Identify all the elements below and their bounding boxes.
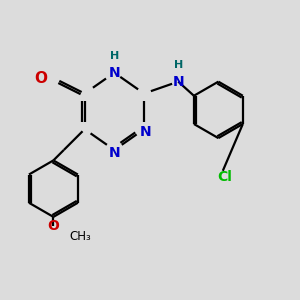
Text: H: H xyxy=(174,60,183,70)
Text: N: N xyxy=(109,66,120,80)
Text: Cl: Cl xyxy=(217,170,232,184)
Text: O: O xyxy=(34,71,47,86)
Text: O: O xyxy=(47,219,59,233)
Text: N: N xyxy=(140,125,152,139)
Text: N: N xyxy=(109,146,120,160)
Text: H: H xyxy=(110,51,119,62)
Text: CH₃: CH₃ xyxy=(70,230,92,243)
Text: N: N xyxy=(172,75,184,88)
